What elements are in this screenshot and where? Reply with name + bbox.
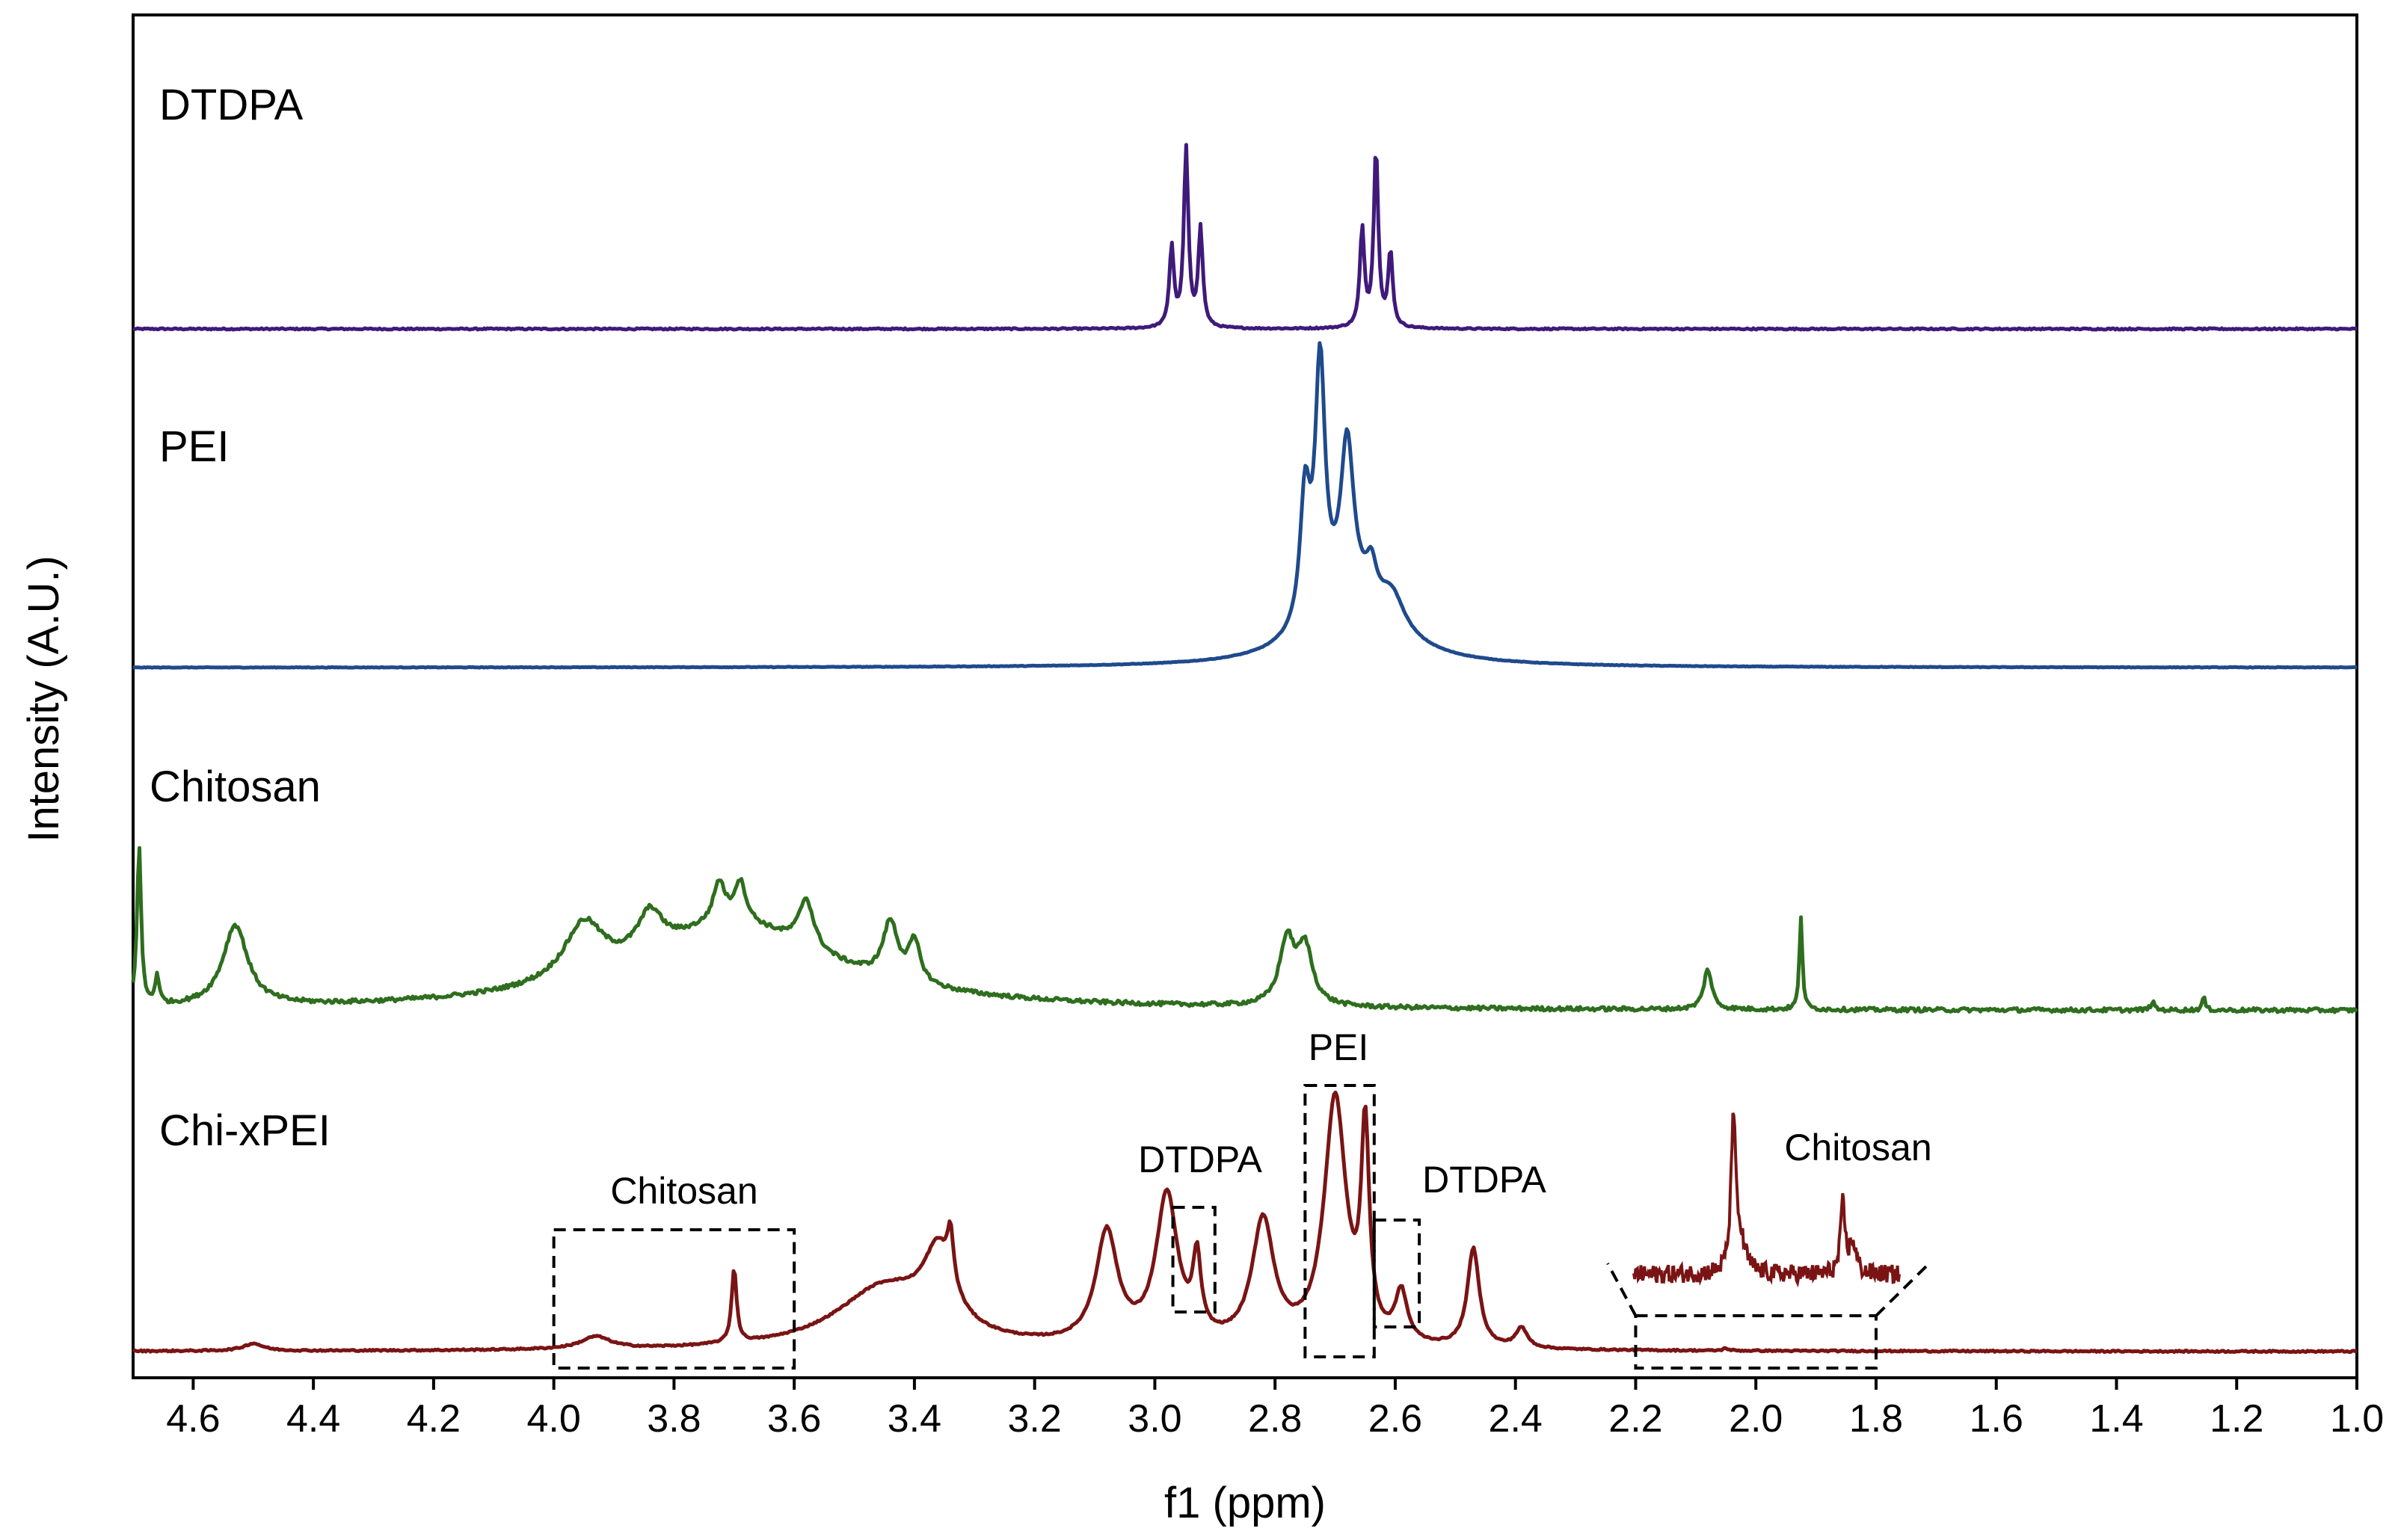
- annotation-label: Chitosan: [1784, 1127, 1931, 1168]
- x-tick-label: 1.0: [2330, 1397, 2384, 1441]
- x-tick-label: 2.2: [1608, 1397, 1662, 1441]
- x-tick-label: 3.4: [888, 1397, 941, 1441]
- series-line-pei: [132, 341, 2358, 670]
- series-label: Chitosan: [150, 763, 321, 811]
- x-axis-ticks: 4.6 4.4 4.2 4.0 3.8 3.6 3.4 3.2 3.0 2.8 2.6 2.4 2.2 2…: [166, 1378, 2384, 1441]
- x-tick-label: 3.8: [647, 1397, 701, 1441]
- series-line-dtdpa: [132, 143, 2358, 332]
- annotation-box: [1171, 1206, 1217, 1313]
- spectra: DTDPA PEI Chitosan Chi-xPEI: [131, 81, 2358, 1355]
- annotation-label: DTDPA: [1138, 1139, 1262, 1180]
- x-tick-label: 2.0: [1729, 1397, 1783, 1441]
- x-tick-label: 1.4: [2089, 1397, 2143, 1441]
- annotation-box: [1634, 1314, 1878, 1370]
- x-tick-label: 4.6: [166, 1397, 220, 1441]
- series-line-chitosan: [131, 846, 2358, 1014]
- x-tick-label: 2.8: [1248, 1397, 1302, 1441]
- x-axis-title: f1 (ppm): [1164, 1479, 1326, 1527]
- x-tick-label: 4.2: [407, 1397, 461, 1441]
- x-tick-label: 1.6: [1970, 1397, 2023, 1441]
- series-label: DTDPA: [159, 81, 304, 129]
- x-tick-label: 4.4: [286, 1397, 340, 1441]
- inset-trace: [1632, 1112, 1901, 1288]
- x-tick-label: 1.2: [2210, 1397, 2263, 1441]
- series-line-chi-xpei: [132, 1090, 2358, 1355]
- y-axis-title: Intensity (A.U.): [19, 555, 68, 843]
- annotations: Chitosan DTDPA PEI DTDPA Chitosan: [552, 1026, 1932, 1370]
- annotation-label: PEI: [1309, 1026, 1369, 1068]
- annotation-box: [552, 1228, 796, 1370]
- inset-connector: [1606, 1263, 1638, 1316]
- annotation-label: DTDPA: [1422, 1159, 1546, 1201]
- x-tick-label: 3.2: [1008, 1397, 1062, 1441]
- series-label: Chi-xPEI: [159, 1106, 331, 1155]
- x-tick-label: 2.6: [1368, 1397, 1422, 1441]
- annotation-label: Chitosan: [610, 1170, 757, 1212]
- x-tick-label: 3.0: [1128, 1397, 1181, 1441]
- annotation-box: [1372, 1219, 1421, 1328]
- series-label: PEI: [159, 422, 230, 471]
- x-tick-label: 3.6: [767, 1397, 821, 1441]
- x-tick-label: 2.4: [1489, 1397, 1543, 1441]
- inset-connector: [1875, 1262, 1931, 1317]
- x-tick-label: 4.0: [527, 1397, 581, 1441]
- plot-frame: [132, 13, 2358, 1379]
- x-tick-label: 1.8: [1849, 1397, 1903, 1441]
